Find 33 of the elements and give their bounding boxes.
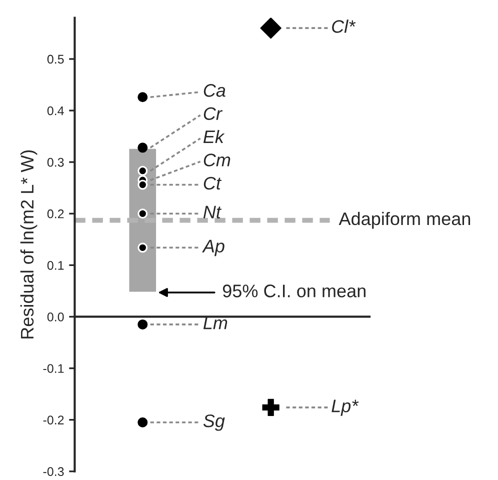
y-tick-label: -0.3 [43, 467, 64, 476]
band-label: 95% C.I. on mean [222, 284, 366, 298]
text: Cm [204, 154, 230, 166]
point [260, 18, 282, 39]
y-tick-label: 0.1 [47, 260, 64, 270]
text: Cl* [332, 20, 356, 33]
point [138, 142, 148, 153]
text: Lm [203, 316, 228, 330]
y-tick-label: 0.4 [47, 106, 64, 116]
text: Ap [202, 240, 224, 256]
y-axis-title: Residual of ln(m2 L* W) [20, 150, 38, 338]
text: Cr [204, 107, 223, 120]
point [138, 208, 148, 219]
point [138, 92, 148, 102]
ref-line-label: Adapiform mean [338, 212, 470, 229]
y-tick-label: 0.2 [47, 209, 64, 218]
y-tick-label: 0.5 [47, 54, 64, 64]
text: Ek [203, 130, 225, 144]
text: Nt [203, 206, 222, 218]
point [138, 319, 148, 330]
text: Ca [204, 84, 226, 97]
point [138, 166, 148, 176]
point [138, 180, 148, 190]
y-tick-label: -0.1 [43, 364, 64, 373]
text: Ct [204, 176, 222, 190]
point [262, 398, 280, 416]
point [138, 242, 148, 253]
text: Lp* [332, 400, 359, 416]
y-tick-label: -0.2 [43, 416, 64, 424]
y-tick-label: 0.0 [47, 312, 64, 322]
y-tick-label: 0.3 [47, 158, 64, 167]
point [138, 417, 148, 428]
text: Sg [203, 414, 225, 431]
